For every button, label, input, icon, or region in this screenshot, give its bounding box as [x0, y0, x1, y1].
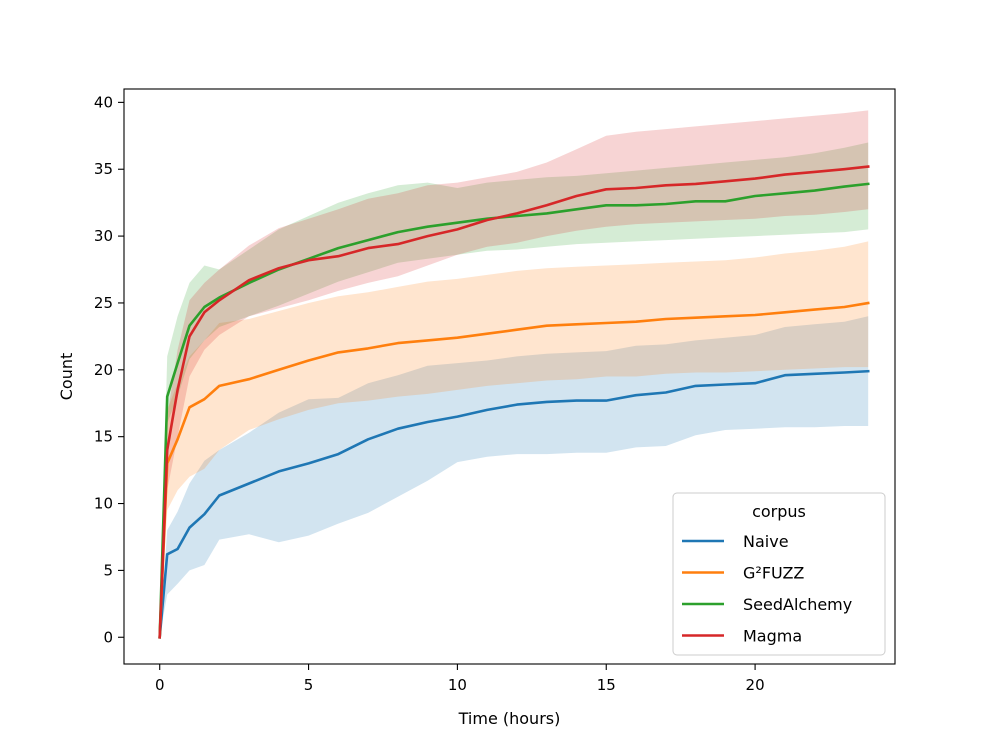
legend-label-g-fuzz: G²FUZZ: [743, 564, 804, 583]
plot-frame: [123, 88, 896, 665]
y-axis: 0 5 10 15 20 25 30 35 40: [94, 93, 124, 646]
x-tick-label: 10: [448, 676, 467, 694]
legend-label-naive: Naive: [743, 532, 789, 551]
legend-label-magma: Magma: [743, 627, 802, 646]
x-axis-label: Time (hours): [458, 709, 561, 728]
y-tick-label: 40: [94, 93, 113, 111]
x-tick-label: 15: [597, 676, 616, 694]
band-naive: [159, 316, 869, 638]
y-tick-label: 5: [103, 561, 113, 579]
y-tick-label: 25: [94, 294, 113, 312]
line-g-fuzz: [158, 301, 870, 639]
legend-title: corpus: [752, 502, 806, 521]
band-seedalchemy: [159, 142, 869, 638]
band-magma: [159, 110, 869, 638]
x-tick-label: 0: [155, 676, 165, 694]
legend: corpus Naive G²FUZZ SeedAlchemy Magma: [672, 492, 886, 656]
x-axis: 0 5 10 15 20: [155, 664, 765, 694]
line-naive: [158, 369, 870, 639]
x-tick-label: 5: [304, 676, 314, 694]
legend-label-seedalchemy: SeedAlchemy: [743, 595, 852, 614]
confidence-bands: [159, 110, 869, 638]
y-tick-label: 15: [94, 428, 113, 446]
y-tick-label: 35: [94, 160, 113, 178]
band-g-fuzz: [159, 241, 869, 638]
line-magma: [158, 165, 870, 639]
y-tick-label: 10: [94, 495, 113, 513]
line-seedalchemy: [158, 182, 870, 639]
y-tick-label: 20: [94, 361, 113, 379]
x-tick-label: 20: [746, 676, 765, 694]
legend-box: [672, 492, 886, 656]
y-tick-label: 0: [103, 628, 113, 646]
series-lines: [158, 165, 870, 639]
y-axis-label: Count: [57, 353, 76, 401]
y-tick-label: 30: [94, 227, 113, 245]
